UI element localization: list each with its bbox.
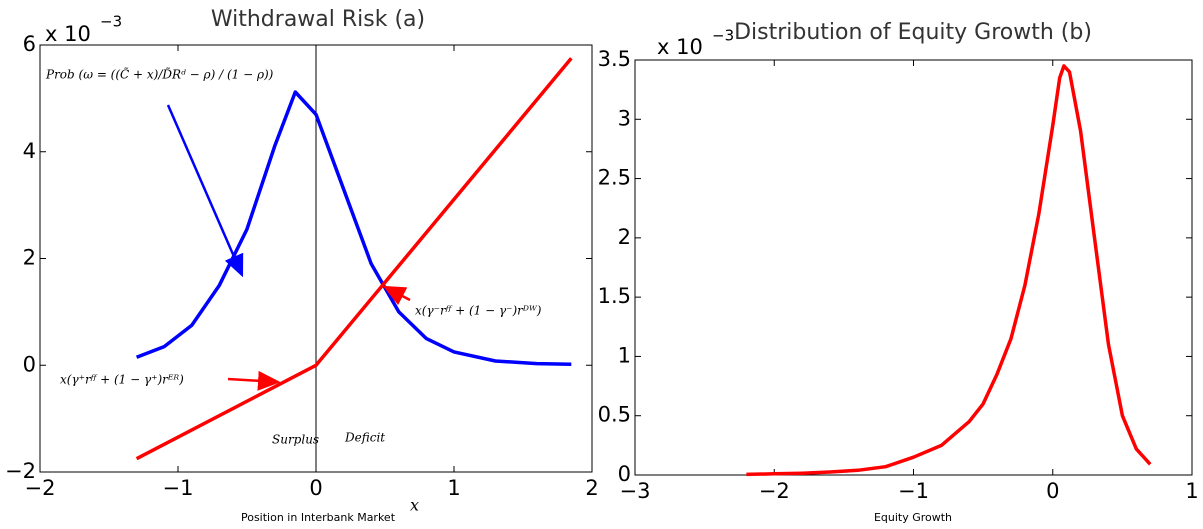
x-tick-label: 0 <box>309 476 322 500</box>
x-tick-label: −1 <box>163 476 194 500</box>
x-axis-label: Equity Growth <box>874 511 952 524</box>
y-tick-label: 0.5 <box>598 403 631 427</box>
x-tick-label: −2 <box>25 476 56 500</box>
data-line <box>746 64 1152 477</box>
offset-base: x 10 <box>657 35 703 59</box>
y-tick-label: 2 <box>618 225 631 249</box>
offset-base: x 10 <box>45 22 91 46</box>
annotation-arrow <box>227 370 281 391</box>
offset-exponent: −3 <box>712 27 734 45</box>
y-tick-label: 0 <box>23 352 36 376</box>
x-tick-label: 1 <box>447 476 460 500</box>
x-tick-label: 1 <box>1185 479 1198 503</box>
y-tick-label: −2 <box>5 459 36 483</box>
y-tick-label: 1 <box>618 343 631 367</box>
y-tick-label: 2 <box>23 246 36 270</box>
data-line <box>135 90 572 366</box>
chart-title: Withdrawal Risk (a) <box>211 7 425 32</box>
y-tick-label: 1.5 <box>598 284 631 308</box>
y-tick-label: 3.5 <box>598 47 631 71</box>
annotation: x(γ⁻rᶠᶠ + (1 − γ⁻)rᴰᵂ) <box>415 304 542 318</box>
offset-exponent: −3 <box>100 13 122 31</box>
annotation: Deficit <box>344 431 385 445</box>
annotation-arrow <box>166 104 244 278</box>
y-tick-label: 4 <box>23 139 36 163</box>
y-tick-label: 6 <box>23 32 36 56</box>
y-tick-label: 2.5 <box>598 166 631 190</box>
annotation-arrow <box>382 285 411 306</box>
data-line <box>135 57 573 461</box>
x-axis-label: Position in Interbank Market <box>241 511 396 524</box>
x-tick-label: 0 <box>1046 479 1059 503</box>
chart-title: Distribution of Equity Growth (b) <box>734 20 1092 45</box>
annotation: x(γ⁺rᶠᶠ + (1 − γ⁺)rᴱᴿ) <box>60 373 184 387</box>
x-tick-label: 2 <box>585 476 598 500</box>
x-tick-label: −1 <box>898 479 929 503</box>
plot-frame <box>634 59 1193 476</box>
y-tick-label: 3 <box>618 106 631 130</box>
annotation: Surplus <box>272 433 319 447</box>
annotation: Prob (ω = ((C̃ + x)/D̃Rᵈ − ρ) / (1 − ρ)) <box>45 66 274 81</box>
x-tick-label: −2 <box>759 479 790 503</box>
x-symbol: x <box>410 496 419 515</box>
x-tick-label: −3 <box>620 479 651 503</box>
y-tick-label: 0 <box>618 462 631 486</box>
